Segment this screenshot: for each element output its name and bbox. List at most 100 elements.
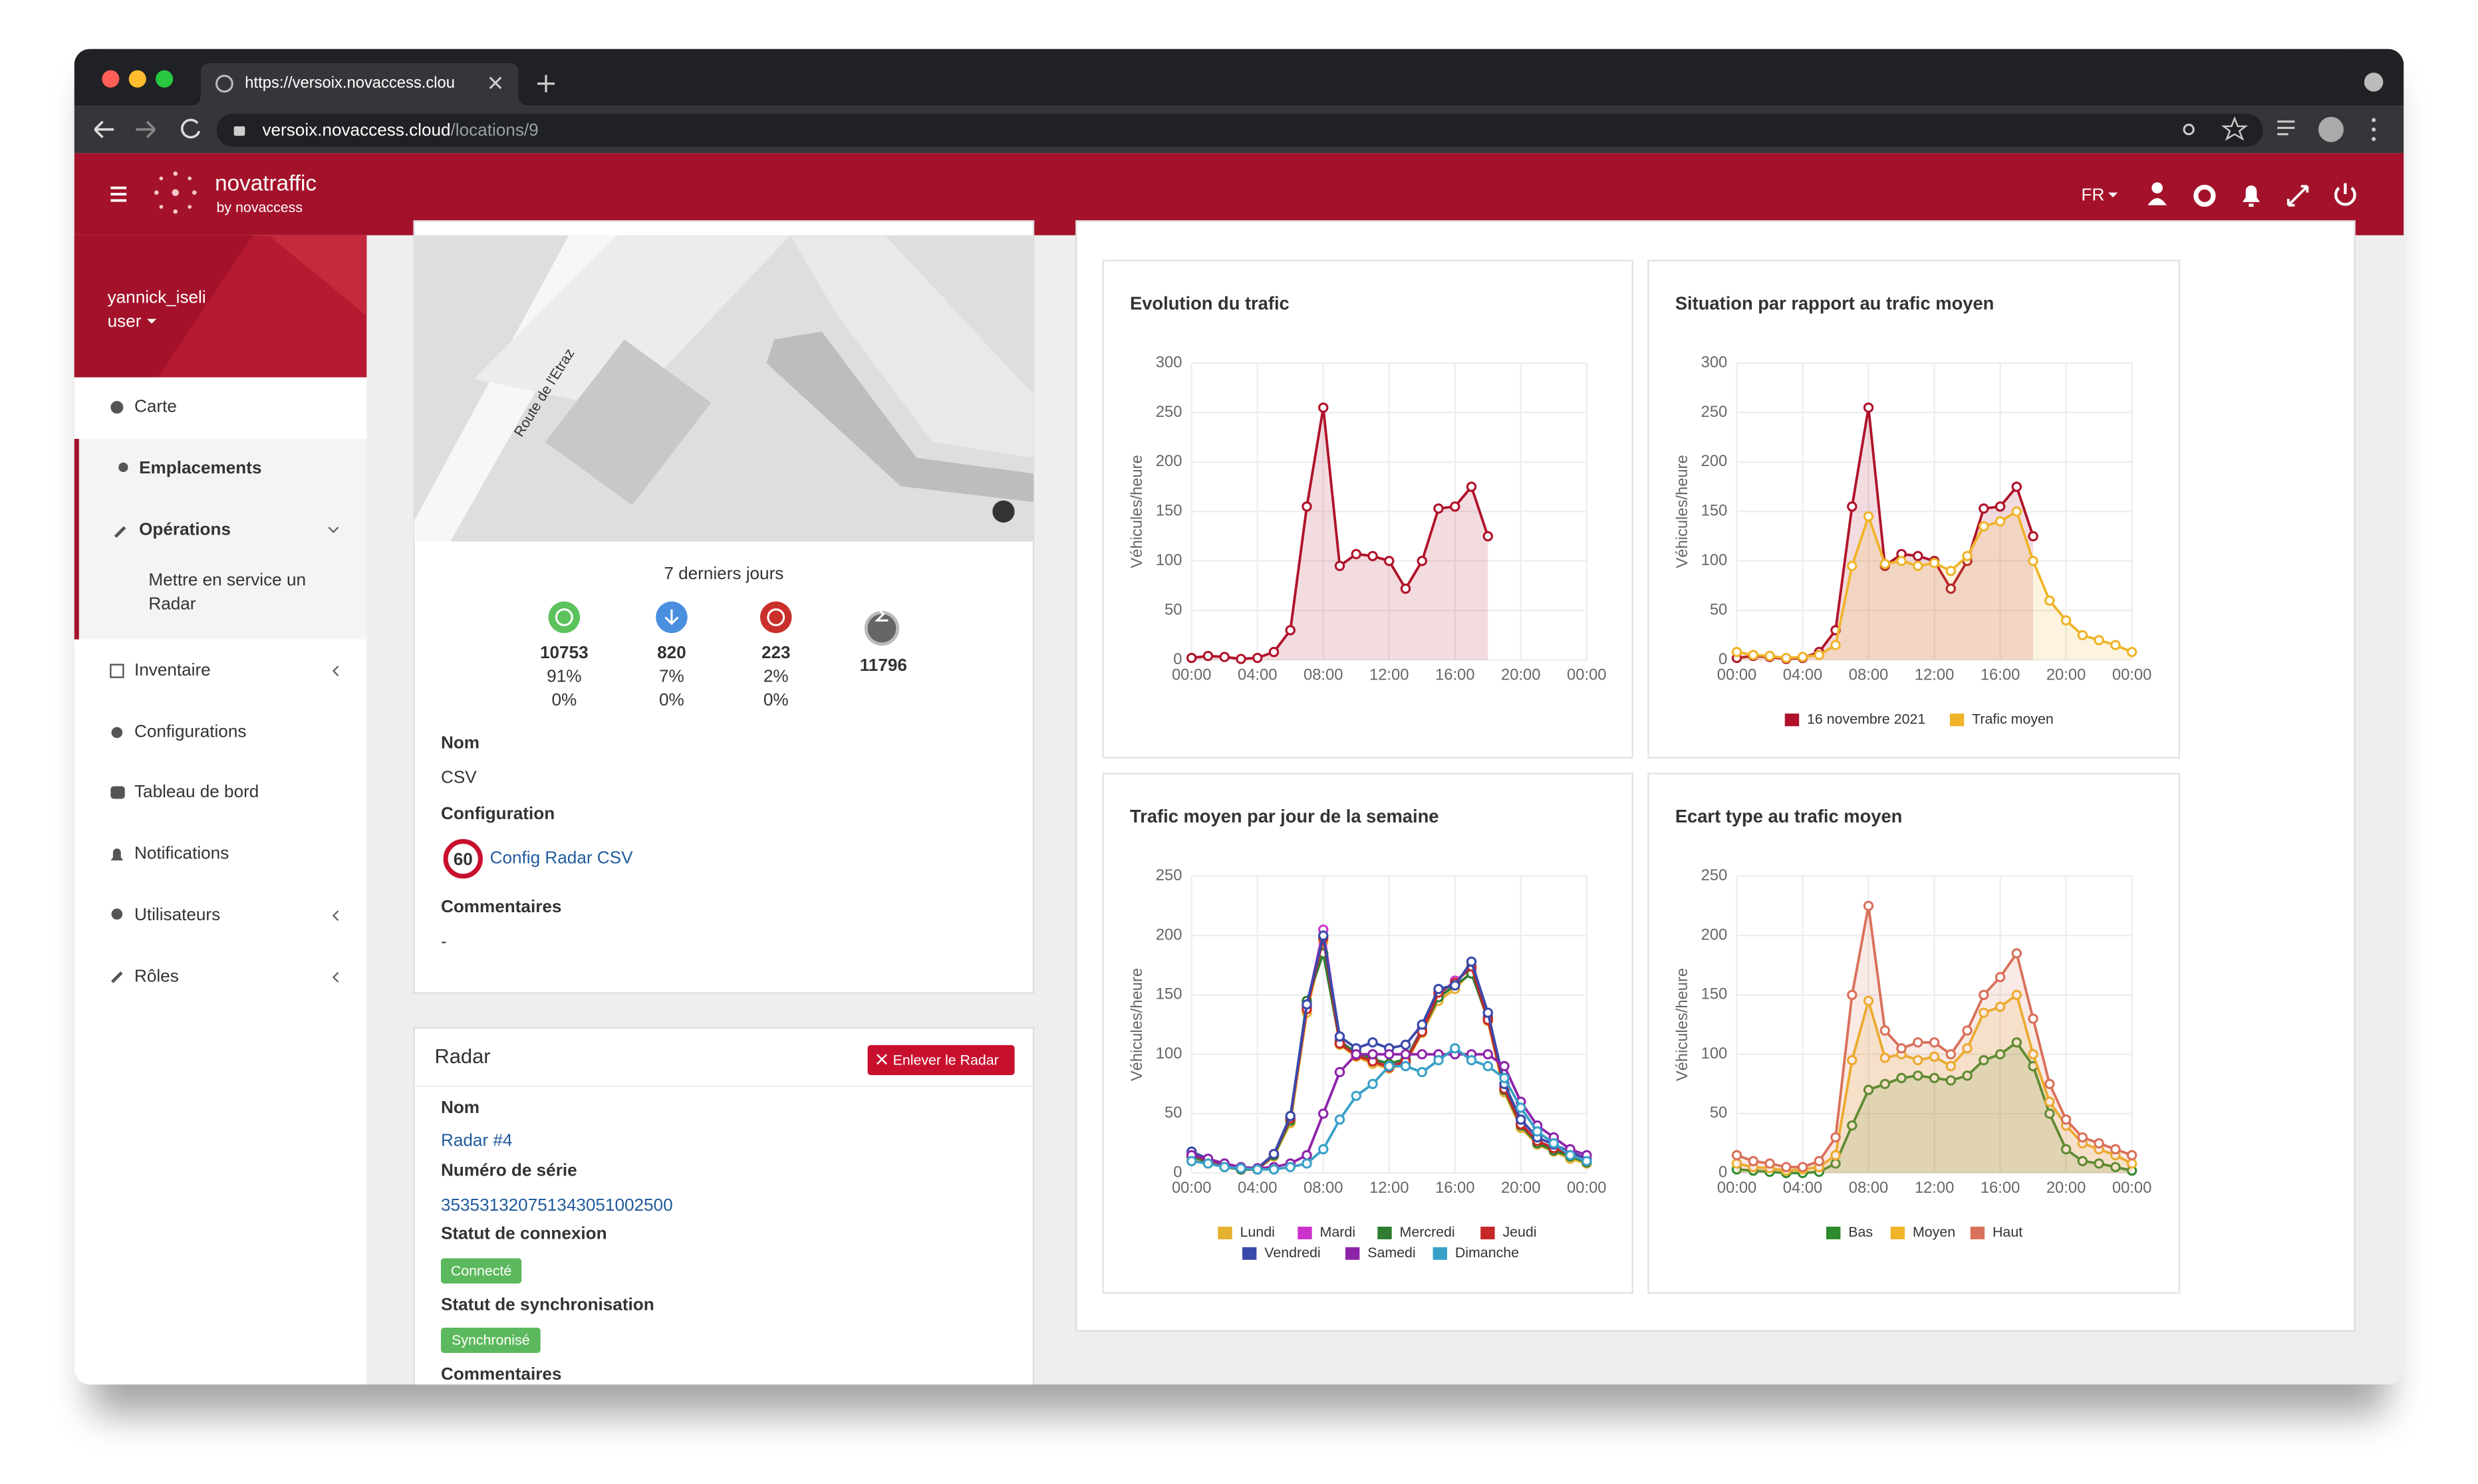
- y-tick-label: 150: [1156, 502, 1182, 520]
- point: [1516, 1114, 1526, 1125]
- tab-close[interactable]: [489, 76, 502, 90]
- legend-label: Bas: [1848, 1224, 1873, 1240]
- zoom-button[interactable]: [156, 70, 174, 88]
- point: [2126, 1150, 2137, 1161]
- legend-label: Trafic moyen: [1972, 711, 2054, 727]
- field-label: Nom: [441, 1097, 480, 1117]
- y-tick-label: 250: [1156, 866, 1182, 884]
- profile-avatar[interactable]: [2318, 116, 2344, 142]
- point: [1764, 650, 1775, 662]
- forward-button[interactable]: [136, 120, 156, 138]
- logout-icon[interactable]: [2334, 183, 2356, 206]
- point: [1367, 1037, 1378, 1048]
- field-label: Numéro de série: [441, 1160, 577, 1180]
- menu-item[interactable]: Notifications: [134, 843, 229, 863]
- language-selector[interactable]: FR: [2082, 184, 2105, 204]
- point: [1748, 650, 1759, 660]
- sidebar: [74, 235, 367, 1385]
- legend-swatch: [1480, 1226, 1495, 1239]
- menu-icon: [111, 908, 123, 920]
- point: [1995, 1049, 2006, 1060]
- point: [2044, 595, 2055, 606]
- point: [1285, 1110, 1296, 1122]
- new-tab[interactable]: [537, 74, 555, 92]
- reload-button[interactable]: [181, 118, 201, 139]
- point: [1532, 1126, 1543, 1137]
- point: [2044, 1078, 2055, 1090]
- area: [1736, 906, 2132, 1174]
- point: [1400, 1060, 1411, 1072]
- point: [2028, 531, 2038, 542]
- user-role[interactable]: user: [108, 310, 142, 330]
- submenu-item[interactable]: Mettre en service un: [148, 570, 306, 590]
- menu-item[interactable]: Rôles: [134, 966, 179, 986]
- active-tab[interactable]: [190, 62, 530, 106]
- point: [1302, 1158, 1312, 1169]
- stat-percent: 0%: [551, 689, 577, 709]
- legend-swatch: [1433, 1247, 1447, 1260]
- close-button[interactable]: [102, 70, 120, 88]
- menu-item[interactable]: Emplacements: [139, 457, 261, 477]
- point: [1979, 503, 1989, 514]
- point: [1847, 989, 1858, 1001]
- point: [2077, 1156, 2088, 1167]
- notifications-icon[interactable]: [2242, 186, 2261, 207]
- legend-swatch: [1345, 1247, 1360, 1260]
- point: [2077, 1132, 2088, 1143]
- config-link[interactable]: Config Radar CSV: [490, 848, 633, 868]
- user-icon[interactable]: [2151, 182, 2163, 193]
- point: [1896, 556, 1907, 566]
- menu-item[interactable]: Configurations: [134, 721, 246, 741]
- minimize-button[interactable]: [128, 70, 146, 88]
- omnibox[interactable]: [216, 113, 2263, 147]
- fullscreen-icon[interactable]: [2286, 185, 2309, 207]
- radar-link[interactable]: Radar #4: [441, 1130, 512, 1150]
- menu-item[interactable]: Tableau de bord: [134, 781, 259, 801]
- point: [1236, 1163, 1246, 1174]
- point: [1847, 1054, 1858, 1066]
- point: [1929, 1037, 1940, 1048]
- x-tick-label: 20:00: [1501, 666, 1540, 684]
- key-icon[interactable]: [2183, 124, 2195, 136]
- menu-item[interactable]: Opérations: [139, 519, 231, 539]
- point: [1979, 989, 1989, 1001]
- legend-swatch: [1826, 1226, 1841, 1239]
- y-tick-label: 200: [1701, 452, 1728, 470]
- point: [1830, 1150, 1841, 1161]
- menu-icon: [110, 848, 124, 861]
- header-icons: [2147, 182, 2356, 207]
- legend-swatch: [1890, 1226, 1905, 1239]
- bookmark-icon[interactable]: [2221, 116, 2249, 141]
- chart-panel: [1647, 773, 2181, 1294]
- x-tick-label: 00:00: [1567, 1179, 1606, 1197]
- point: [1482, 1060, 1493, 1072]
- y-tick-label: 50: [1165, 600, 1182, 618]
- point: [1334, 1031, 1345, 1042]
- point: [1929, 1051, 1940, 1062]
- radar-card: [413, 1027, 1035, 1385]
- point: [1367, 1078, 1378, 1090]
- point: [1433, 1054, 1444, 1066]
- submenu-item[interactable]: Radar: [148, 593, 196, 613]
- y-axis-label: Véhicules/heure: [1128, 968, 1146, 1081]
- map-info[interactable]: [992, 500, 1015, 523]
- back-button[interactable]: [94, 120, 114, 138]
- y-axis-label: Véhicules/heure: [1673, 968, 1691, 1081]
- reading-list[interactable]: [2277, 120, 2295, 136]
- menu-toggle[interactable]: [110, 186, 127, 202]
- point: [1847, 560, 1858, 571]
- point: [2044, 1096, 2055, 1107]
- serial-link[interactable]: 353531320751343051002500: [441, 1195, 673, 1215]
- menu-item[interactable]: Inventaire: [134, 660, 211, 680]
- glyph: [555, 608, 573, 626]
- point: [1995, 971, 2006, 983]
- settings-icon[interactable]: [2193, 184, 2216, 207]
- menu-item[interactable]: Utilisateurs: [134, 904, 220, 924]
- y-tick-label: 100: [1701, 551, 1728, 569]
- menu-item[interactable]: Carte: [134, 396, 177, 416]
- point: [1433, 983, 1444, 995]
- x-tick-label: 00:00: [1172, 1179, 1211, 1197]
- tab-menu[interactable]: [2364, 72, 2384, 92]
- map-area: [790, 235, 1034, 458]
- remove-button[interactable]: [867, 1045, 1015, 1076]
